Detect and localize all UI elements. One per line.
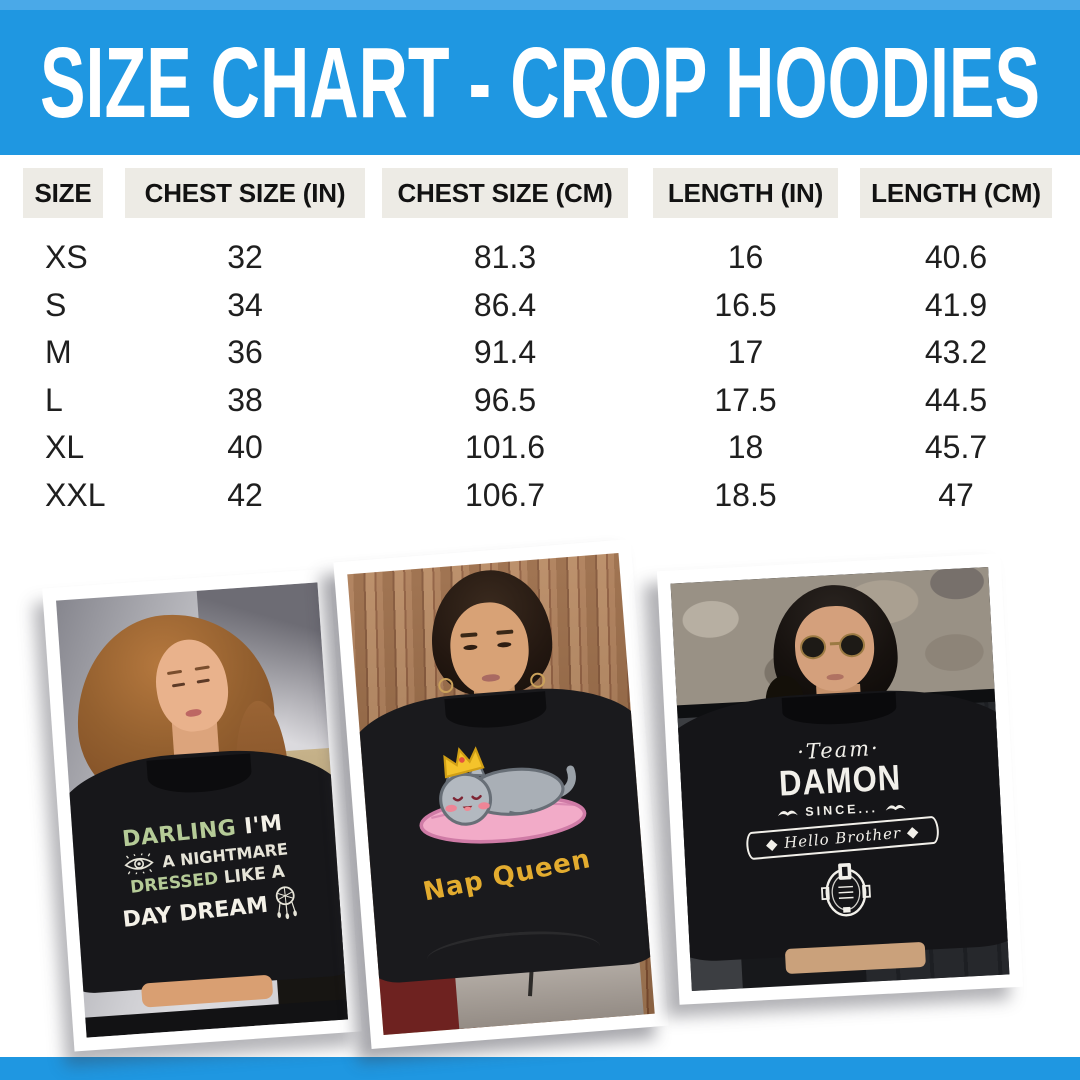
sleeping-cat-graphic: [399, 736, 603, 863]
crow-icon: [886, 805, 906, 811]
sunglasses-lens-icon: [838, 632, 866, 658]
length-in-value: 16.5: [714, 286, 777, 323]
length-in-value: 18.5: [714, 476, 777, 513]
ring-emblem-icon: [739, 851, 952, 931]
table-row-xs: XS 32 81.3 16 40.6: [0, 234, 1080, 282]
column-header-size: SIZE: [23, 168, 103, 218]
crown-icon: [443, 746, 485, 779]
bottom-accent-bar: [0, 1057, 1080, 1080]
table-body: XS 32 81.3 16 40.6 S 34 86.4 16.5 41.9 M…: [0, 234, 1080, 519]
gold-hoop-earring-icon: [529, 672, 546, 689]
chest-cm-value: 101.6: [464, 429, 546, 465]
column-header-chest-in: CHEST SIZE (IN): [125, 168, 365, 218]
size-label: L: [45, 381, 63, 418]
photo-team-damon: ·Team· DAMON SINCE... ◆ Hello Brother ◆: [670, 566, 1010, 992]
length-in-value: 16: [727, 239, 764, 275]
eye: [196, 678, 211, 684]
length-in-value: 17.5: [714, 381, 777, 418]
size-label: XL: [45, 429, 85, 465]
chest-in-value: 32: [227, 239, 263, 275]
title-svg: SIZE CHART - CROP HOODIES: [40, 27, 1040, 139]
eyebrow: [460, 632, 478, 638]
table-row-m: M 36 91.4 17 43.2: [0, 329, 1080, 377]
photo-card-team-damon: ·Team· DAMON SINCE... ◆ Hello Brother ◆: [656, 553, 1024, 1005]
cat-crown-pillow-icon: [419, 746, 587, 844]
table-row-l: L 38 96.5 17.5 44.5: [0, 377, 1080, 425]
hoodie-print: ·Team· DAMON SINCE... ◆ Hello Brother ◆: [733, 733, 952, 931]
size-label: XXL: [45, 476, 106, 513]
length-cm-value: 47: [938, 476, 974, 513]
chest-in-value: 36: [227, 334, 263, 370]
eyebrow: [496, 629, 514, 635]
print-line-2: A NIGHTMARE: [97, 836, 313, 878]
black-bottoms: [85, 999, 348, 1038]
header-banner: SIZE CHART - CROP HOODIES: [0, 0, 1080, 155]
sunglasses-bridge: [829, 641, 840, 645]
photo-card-nap-queen: Nap Queen: [333, 539, 669, 1049]
hoodie-print: DARLING I'M A NIGHTMARE DRESSED LIKE A D…: [94, 808, 319, 939]
length-cm-value: 40.6: [924, 239, 988, 275]
eye-icon: [124, 852, 154, 875]
chest-in-value: 34: [227, 286, 263, 323]
column-header-length-cm: LENGTH (CM): [860, 168, 1052, 218]
chest-cm-value: 96.5: [473, 381, 537, 418]
chest-in-value: 38: [227, 381, 263, 418]
photo-card-darling-daydream: DARLING I'M A NIGHTMARE DRESSED LIKE A D…: [42, 568, 362, 1052]
size-label: XS: [45, 239, 88, 275]
chest-cm-value: 91.4: [473, 334, 537, 370]
photo-darling-daydream: DARLING I'M A NIGHTMARE DRESSED LIKE A D…: [56, 582, 348, 1038]
chest-in-value: 40: [227, 429, 263, 465]
sunglasses-lens-icon: [799, 634, 827, 660]
chest-cm-value: 81.3: [473, 239, 537, 275]
eye: [171, 682, 186, 688]
print-since: SINCE...: [736, 798, 946, 823]
column-header-chest-cm: CHEST SIZE (CM): [382, 168, 628, 218]
size-table: SIZE CHEST SIZE (IN) CHEST SIZE (CM) LEN…: [0, 168, 1080, 519]
lips: [481, 674, 500, 683]
size-label: M: [45, 334, 72, 370]
eyebrow: [167, 670, 183, 676]
photo-nap-queen: Nap Queen: [347, 553, 655, 1035]
print-line-4: DAY DREAM: [102, 882, 319, 938]
length-in-value: 18: [727, 429, 764, 465]
gold-hoop-earring-icon: [437, 677, 454, 694]
dreamcatcher-icon: [275, 886, 297, 919]
eye: [496, 641, 512, 648]
lips: [826, 673, 844, 681]
crow-icon: [777, 810, 798, 817]
size-label: S: [45, 286, 67, 323]
page-title: SIZE CHART - CROP HOODIES: [40, 27, 1040, 139]
table-row-xxl: XXL 42 106.7 18.5 47: [0, 472, 1080, 520]
length-cm-value: 45.7: [924, 429, 988, 465]
table-row-xl: XL 40 101.6 18 45.7: [0, 424, 1080, 472]
table-header-row: SIZE CHEST SIZE (IN) CHEST SIZE (CM) LEN…: [0, 168, 1080, 218]
length-in-value: 17: [727, 334, 764, 370]
column-header-length-in: LENGTH (IN): [653, 168, 838, 218]
chest-cm-value: 106.7: [464, 476, 546, 513]
length-cm-value: 43.2: [924, 334, 988, 370]
lips: [185, 708, 203, 718]
table-row-s: S 34 86.4 16.5 41.9: [0, 282, 1080, 330]
length-cm-value: 44.5: [924, 381, 988, 418]
chest-cm-value: 86.4: [473, 286, 537, 323]
eyebrow: [194, 665, 211, 672]
eye: [463, 644, 478, 651]
length-cm-value: 41.9: [924, 286, 988, 323]
chest-in-value: 42: [227, 476, 263, 513]
